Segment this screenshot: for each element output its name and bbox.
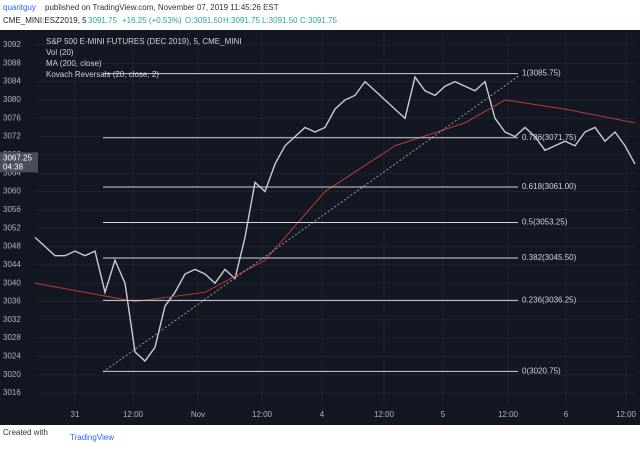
close: C:3091.75 [300,16,337,25]
y-tick-label: 3064 [3,168,21,177]
y-tick-label: 3016 [3,388,21,397]
footer-brand: TradingView [70,433,114,442]
plot [34,34,636,405]
y-tick-label: 3040 [3,278,21,287]
fib-trend [102,74,521,373]
change: +16.25 (+0.53%) [122,16,182,25]
y-tick-label: 3084 [3,77,21,86]
y-tick-label: 3088 [3,58,21,67]
indicator-label: MA (200, close) [46,59,102,68]
fib-label: 0.5(3053.25) [522,218,568,227]
fib-label: 0.618(3061.00) [522,182,577,191]
y-tick-label: 3056 [3,205,21,214]
y-tick-label: 3028 [3,333,21,342]
indicator-label: Kovach Reversals (20, close, 2) [46,70,159,79]
fib-label: 0(3020.75) [522,366,561,375]
x-tick-label: 31 [71,410,80,419]
y-tick-label: 3076 [3,113,21,122]
fib-label: 1(3085.75) [522,69,561,78]
low: L:3091.50 [262,16,298,25]
footer-created: Created with [3,428,48,437]
series-line [34,75,636,363]
last-price-box [0,152,38,173]
y-tick-label: 3060 [3,187,21,196]
open: O:3091.50 [185,16,223,25]
y-tick-label: 3044 [3,260,21,269]
y-tick-label: 3052 [3,223,21,232]
x-tick-label: Nov [191,410,205,419]
published: published on TradingView.com, November 0… [45,3,279,12]
x-tick-label: 12:00 [498,410,519,419]
y-tick-label: 3024 [3,352,21,361]
symbol: CME_MINI:ESZ2019, 5 [3,16,87,25]
author: quantguy [3,3,36,12]
x-tick-label: 12:00 [616,410,637,419]
fib-label: 0.236(3036.25) [522,295,577,304]
last: 3091.75 [88,16,117,25]
high: H:3091.75 [223,16,260,25]
x-tick-label: 5 [441,410,446,419]
x-tick-label: 12:00 [123,410,144,419]
x-tick-label: 12:00 [252,410,273,419]
fib-label: 0.382(3045.50) [522,253,577,262]
y-tick-label: 3020 [3,370,21,379]
x-tick-label: 4 [320,410,325,419]
chart-area [0,30,640,425]
y-tick-label: 3032 [3,315,21,324]
fib-label: 0.786(3071.75) [522,133,577,142]
y-tick-label: 3092 [3,40,21,49]
y-tick-label: 3072 [3,132,21,141]
indicator-label: Vol (20) [46,48,74,57]
y-tick-label: 3048 [3,242,21,251]
y-tick-label: 3036 [3,297,21,306]
y-tick-label: 3080 [3,95,21,104]
x-tick-label: 6 [564,410,569,419]
series-line [34,99,636,302]
x-tick-label: 12:00 [374,410,395,419]
chart-title: S&P 500 E-MINI FUTURES (DEC 2019), 5, CM… [46,37,241,46]
countdown: 04:38 [3,162,24,171]
last-price-label: 3067.25 [3,153,32,162]
